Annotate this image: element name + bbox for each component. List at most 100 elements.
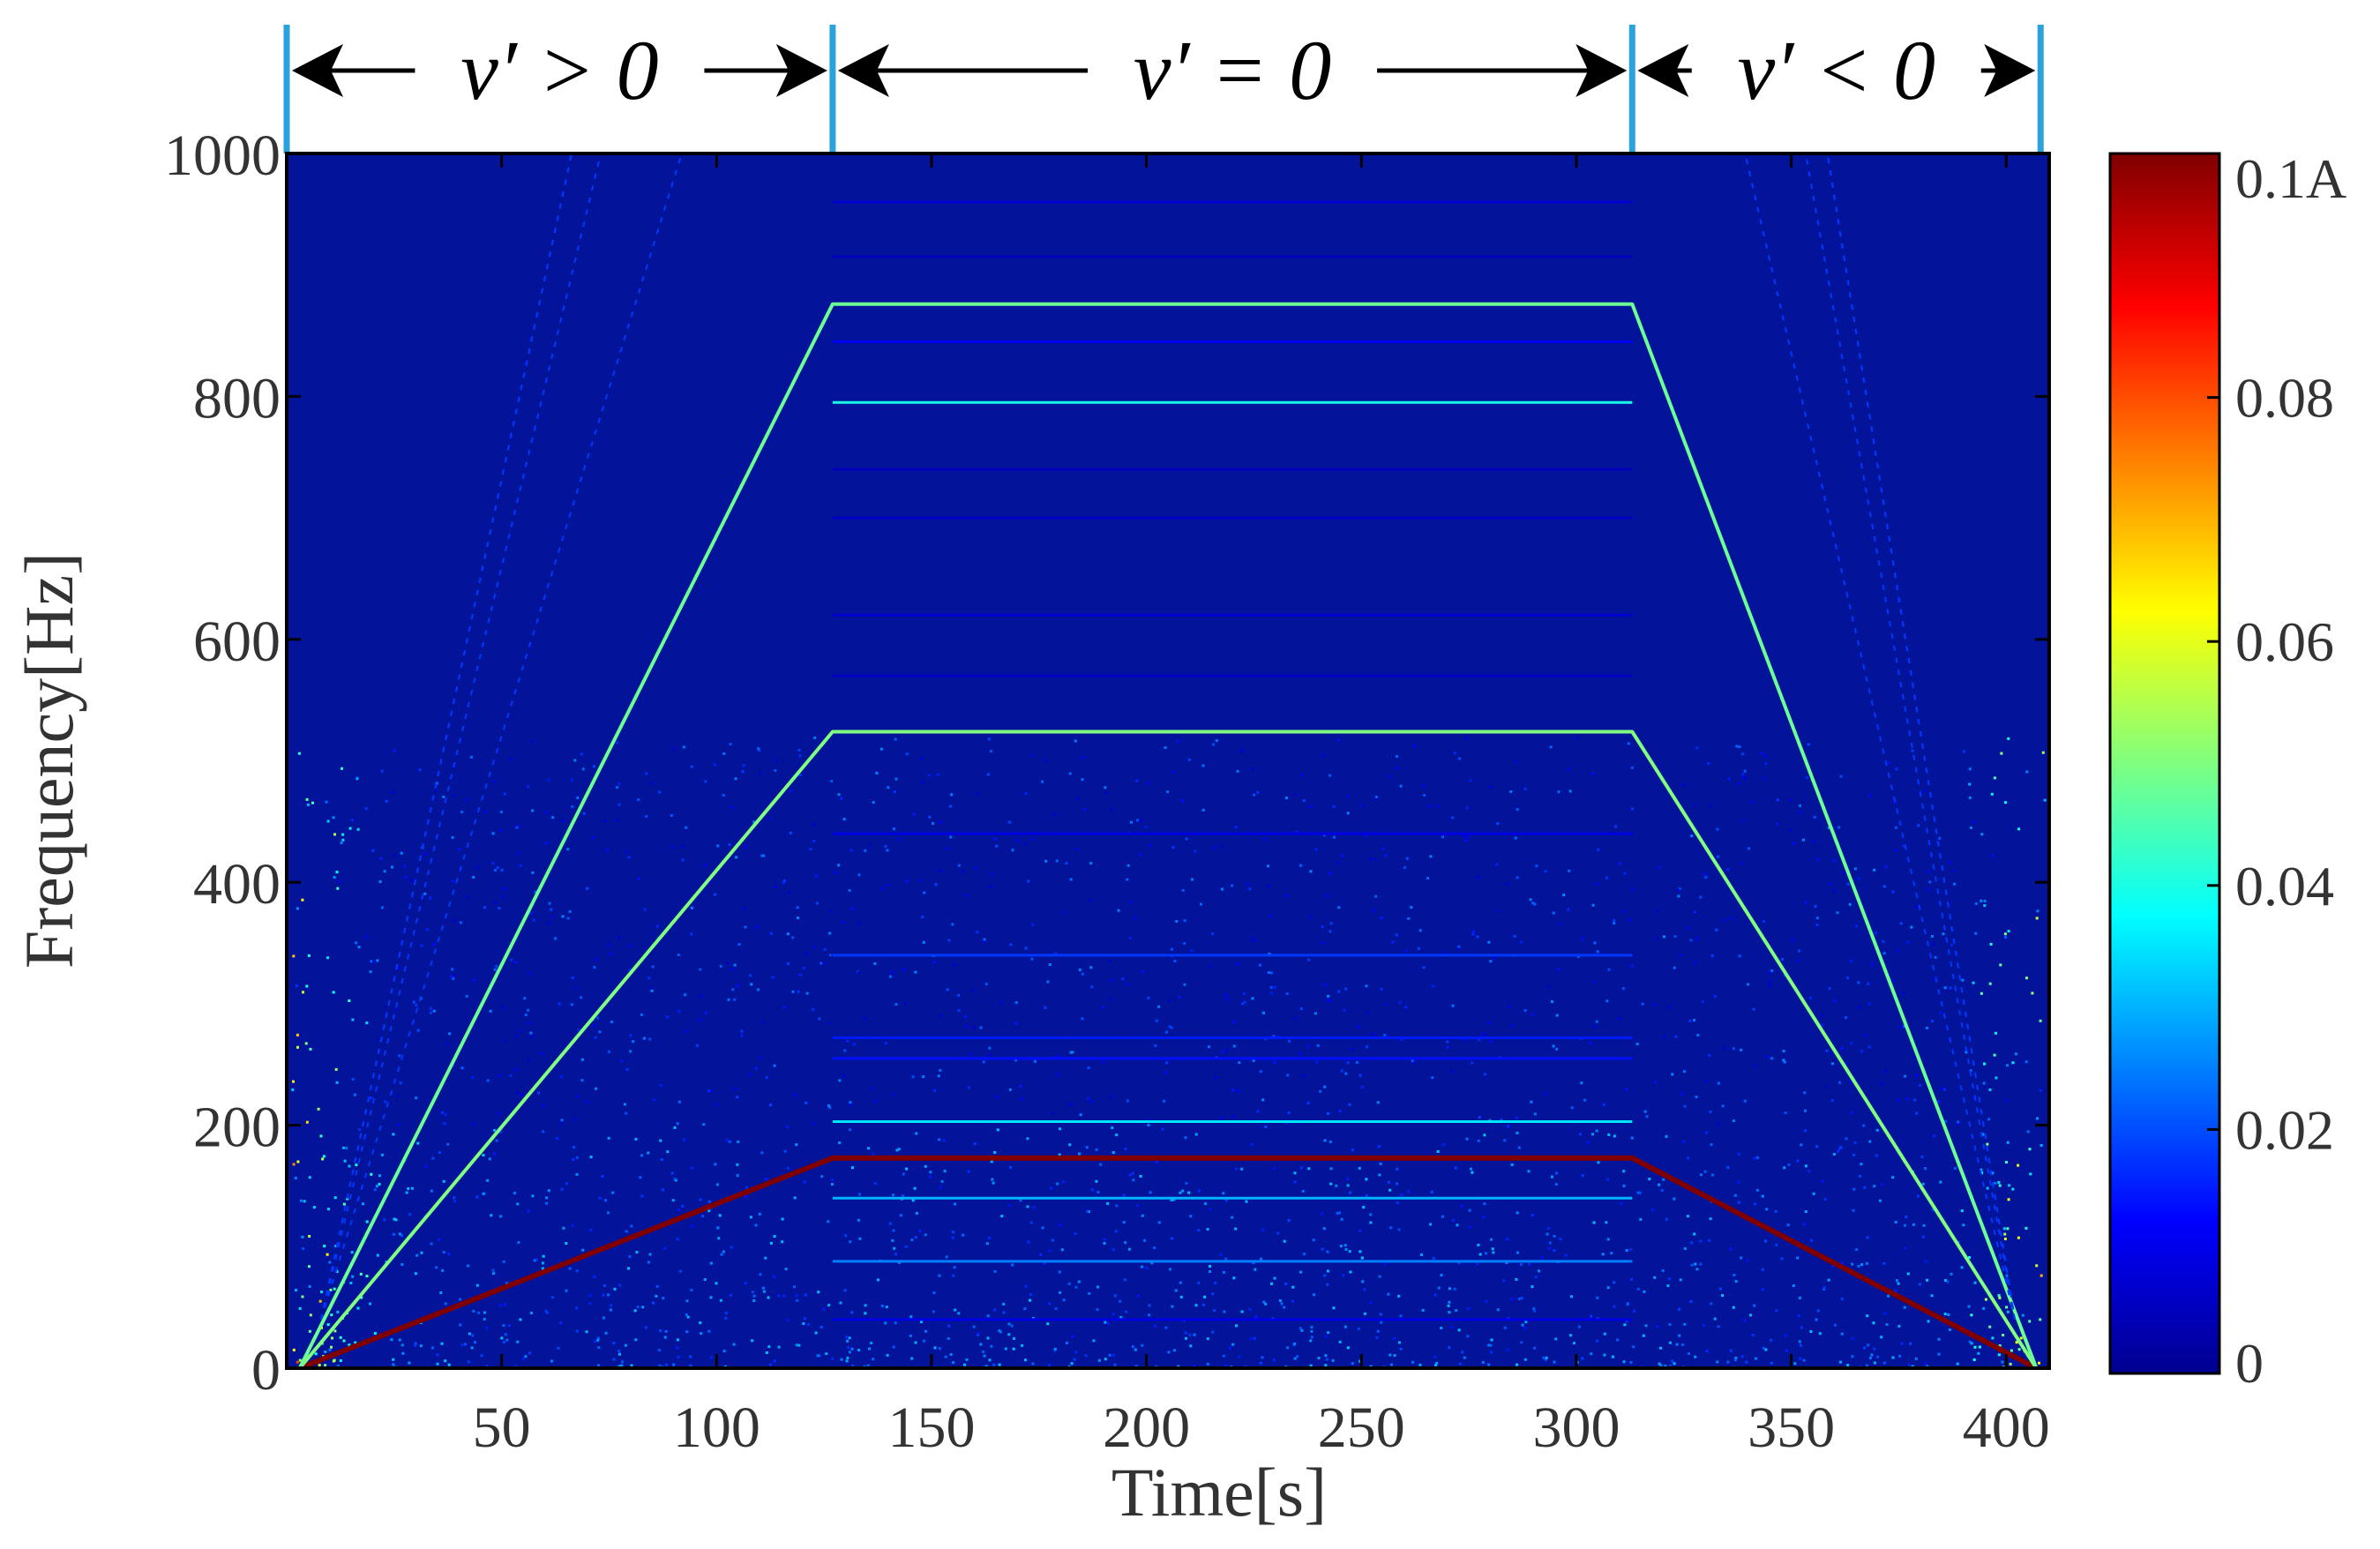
noise-speck xyxy=(1283,1239,1286,1243)
noise-speck xyxy=(1089,966,1093,969)
noise-speck xyxy=(1606,1178,1610,1181)
noise-speck xyxy=(1349,1270,1352,1274)
noise-speck xyxy=(1873,1185,1876,1188)
noise-speck xyxy=(735,856,738,859)
noise-speck xyxy=(950,793,954,797)
noise-speck xyxy=(1447,1304,1450,1307)
noise-speck xyxy=(1203,1295,1207,1298)
noise-speck xyxy=(1580,1081,1583,1085)
noise-speck xyxy=(430,1242,433,1246)
noise-speck xyxy=(1328,930,1332,933)
noise-speck xyxy=(1340,1217,1343,1221)
noise-speck xyxy=(1768,971,1771,975)
noise-speck xyxy=(1324,983,1327,986)
noise-speck xyxy=(1435,1361,1439,1365)
noise-speck xyxy=(999,1330,1002,1334)
noise-speck xyxy=(1293,1171,1297,1175)
noise-speck xyxy=(1215,739,1218,742)
noise-speck xyxy=(1695,746,1699,750)
noise-speck xyxy=(625,1111,628,1115)
noise-speck xyxy=(527,1008,529,1012)
noise-speck xyxy=(1764,1348,1768,1351)
noise-speck xyxy=(1764,754,1768,758)
noise-speck xyxy=(825,1352,828,1356)
noise-speck xyxy=(1807,743,1810,746)
noise-speck xyxy=(1755,1357,1758,1360)
noise-speck xyxy=(939,1068,942,1072)
noise-speck xyxy=(1800,1326,1803,1329)
noise-speck xyxy=(831,1357,834,1360)
noise-speck xyxy=(690,906,693,909)
noise-speck xyxy=(620,1364,624,1367)
noise-speck xyxy=(489,1009,492,1013)
noise-speck xyxy=(1569,1334,1573,1337)
noise-speck xyxy=(1555,1171,1559,1175)
noise-speck xyxy=(527,1209,530,1213)
noise-speck xyxy=(439,1291,443,1294)
noise-speck xyxy=(498,1074,502,1077)
noise-speck xyxy=(1206,1362,1209,1366)
noise-speck xyxy=(1602,1103,1605,1106)
noise-speck xyxy=(1673,1362,1676,1366)
noise-speck xyxy=(1791,939,1794,942)
noise-speck xyxy=(1689,1300,1693,1303)
noise-speck xyxy=(574,987,578,991)
noise-speck xyxy=(1013,1337,1015,1340)
noise-speck xyxy=(873,962,877,965)
noise-speck xyxy=(1077,1280,1081,1283)
noise-speck xyxy=(1865,1364,1868,1367)
noise-speck xyxy=(459,921,462,924)
noise-speck xyxy=(1875,1128,1879,1132)
noise-speck xyxy=(1715,928,1718,932)
noise-speck xyxy=(988,1358,992,1362)
noise-speck xyxy=(1470,1167,1472,1171)
noise-speck xyxy=(326,956,329,960)
noise-speck xyxy=(1516,876,1519,879)
noise-speck xyxy=(568,909,572,913)
noise-speck xyxy=(605,849,609,852)
noise-speck xyxy=(1249,1337,1253,1341)
noise-speck xyxy=(371,849,375,852)
noise-speck xyxy=(777,1345,781,1349)
noise-speck xyxy=(1742,819,1746,822)
noise-speck xyxy=(1548,1246,1552,1250)
noise-speck xyxy=(1783,1166,1786,1170)
noise-speck xyxy=(1209,1265,1211,1268)
noise-speck xyxy=(769,1104,773,1107)
noise-speck xyxy=(708,880,712,884)
noise-speck xyxy=(1709,1217,1712,1221)
noise-speck xyxy=(1927,1320,1930,1323)
noise-speck xyxy=(1183,942,1186,945)
noise-speck xyxy=(715,1103,718,1106)
noise-speck xyxy=(1319,1089,1322,1093)
noise-speck xyxy=(1831,1264,1835,1268)
noise-speck xyxy=(2006,1141,2010,1144)
noise-speck xyxy=(760,1151,764,1155)
noise-speck xyxy=(1291,1285,1295,1289)
noise-speck xyxy=(1845,1137,1848,1141)
noise-speck xyxy=(864,1312,867,1315)
noise-speck xyxy=(1694,961,1697,964)
noise-speck xyxy=(1456,1223,1459,1227)
noise-speck xyxy=(431,1156,435,1160)
noise-speck xyxy=(625,850,629,854)
phase-arrow-head-right xyxy=(1984,44,2036,97)
noise-speck xyxy=(1940,1087,1943,1090)
noise-speck xyxy=(1926,1365,1929,1368)
noise-speck xyxy=(1596,1296,1599,1299)
noise-speck xyxy=(1326,1250,1329,1253)
noise-speck xyxy=(1211,1330,1215,1334)
noise-speck xyxy=(720,1253,723,1256)
noise-speck xyxy=(1457,945,1461,948)
noise-speck xyxy=(530,1312,533,1314)
noise-speck xyxy=(499,1130,503,1134)
noise-speck xyxy=(1837,1149,1840,1153)
noise-speck xyxy=(645,815,648,818)
noise-speck xyxy=(1453,752,1456,755)
noise-speck xyxy=(802,1322,805,1325)
noise-speck xyxy=(1039,1253,1043,1256)
noise-speck xyxy=(1194,849,1197,853)
colorbar-ticks: 00.020.040.060.080.1A xyxy=(2207,147,2346,1395)
noise-speck xyxy=(798,774,802,777)
noise-speck xyxy=(1128,937,1132,939)
